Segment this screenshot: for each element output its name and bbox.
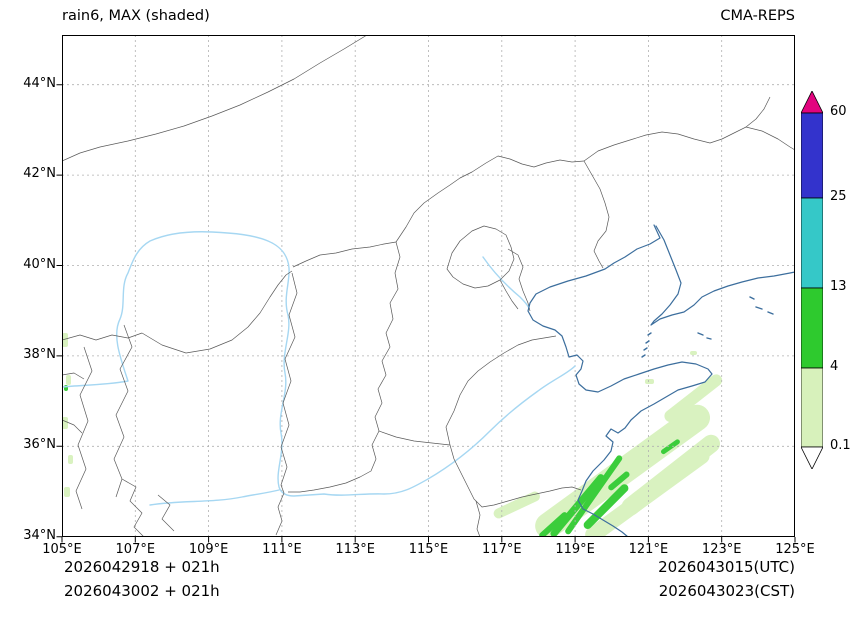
mongolia-border: [62, 35, 368, 162]
y-tick-label: 42°N: [23, 166, 56, 182]
axis-ticks: [56, 84, 796, 543]
x-tick-label: 125°E: [775, 542, 815, 557]
y-tick-label: 40°N: [23, 256, 56, 272]
precip-shading-green: [64, 385, 680, 537]
map-canvas: [56, 35, 796, 543]
colorbar-under-arrow: [801, 446, 823, 469]
colorbar-tick-label: 4: [830, 359, 839, 374]
beijing-border: [446, 225, 515, 289]
x-tick-label: 115°E: [408, 542, 449, 557]
model-name: CMA-REPS: [720, 8, 795, 24]
x-tick-label: 109°E: [188, 542, 229, 557]
x-tick-label: 111°E: [262, 542, 302, 557]
coastline: [527, 224, 795, 537]
hai-river: [482, 256, 530, 309]
colorbar-tick-label: 0.1: [830, 438, 851, 453]
plot-title: rain6, MAX (shaded): [62, 8, 210, 24]
y-tick-label: 38°N: [23, 346, 56, 362]
province-borders: [62, 35, 795, 537]
y-tick-label: 44°N: [23, 75, 56, 91]
map-frame: [62, 35, 795, 537]
x-tick-label: 107°E: [115, 542, 156, 557]
x-tick-label: 105°E: [42, 542, 82, 557]
x-tick-label: 121°E: [628, 542, 669, 557]
y-tick-label: 36°N: [23, 437, 56, 453]
valid-time-cst: 2026043023(CST): [658, 582, 795, 600]
init-time-line1: 2026042918 + 021h: [64, 558, 220, 576]
yellow-river: [62, 231, 576, 497]
valid-time-utc: 2026043015(UTC): [658, 558, 795, 576]
islands: [641, 296, 774, 358]
liaodong-coast: [650, 225, 795, 326]
colorbar: [801, 91, 823, 469]
gridlines: [62, 35, 795, 537]
colorbar-tick-label: 60: [830, 104, 847, 119]
bohai-shandong-coast: [527, 224, 713, 537]
x-tick-label: 117°E: [482, 542, 522, 557]
colorbar-over-arrow: [801, 91, 823, 114]
colorbar-tick-label: 25: [830, 189, 847, 204]
x-tick-label: 123°E: [701, 542, 742, 557]
precip-shading-light: [62, 333, 723, 537]
init-time-line2: 2026043002 + 021h: [64, 582, 220, 600]
colorbar-tick-label: 13: [830, 279, 847, 294]
wei-river: [149, 489, 280, 506]
x-tick-label: 119°E: [555, 542, 595, 557]
rivers: [62, 231, 576, 506]
tianjin-border: [507, 248, 531, 312]
x-tick-label: 113°E: [335, 542, 375, 557]
y-tick-label: 34°N: [23, 527, 56, 543]
